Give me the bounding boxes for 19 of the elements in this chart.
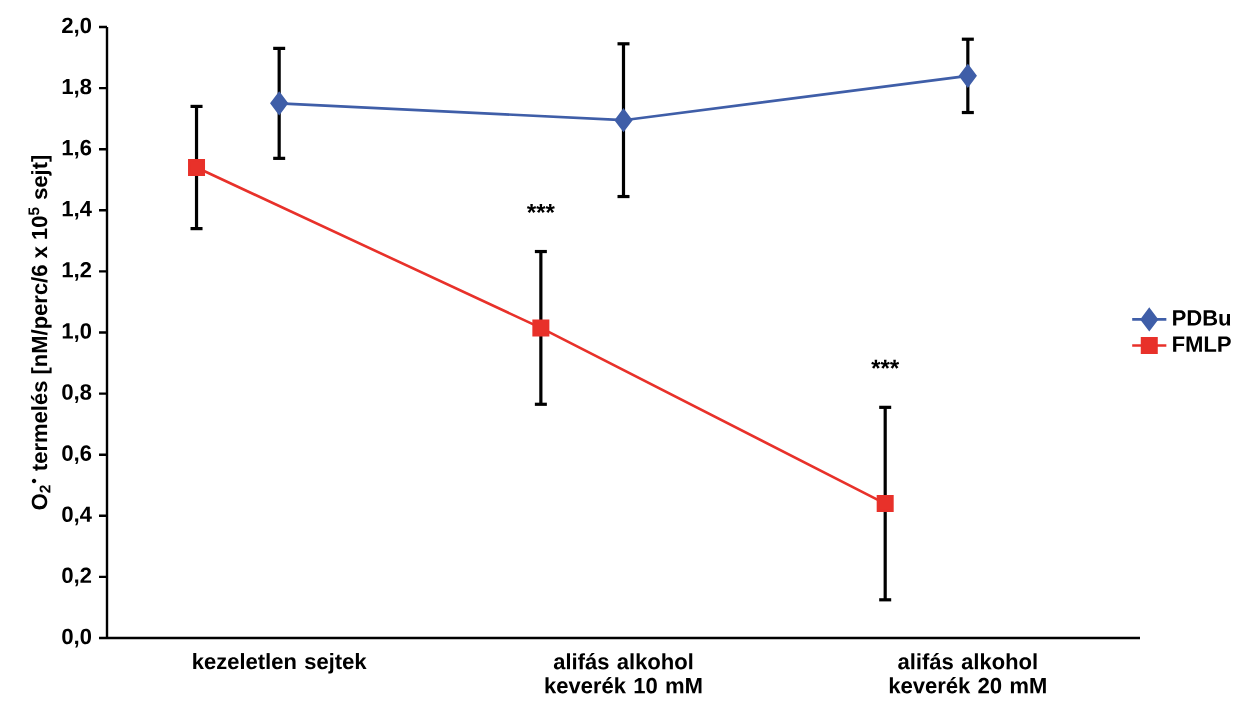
y-tick-label: 1,0 [62, 323, 92, 342]
y-tick-label: 0,8 [62, 384, 92, 403]
y-tick-label: 0,0 [62, 628, 92, 648]
x-tick-label: kezeletlen sejtek [193, 653, 367, 674]
annotation: *** [871, 359, 900, 369]
y-tick-label: 0,6 [62, 445, 92, 465]
y-tick-label: 1,6 [62, 139, 92, 159]
x-tick-label: alifás alkohol keverék 10 mM [545, 653, 702, 694]
y-tick-label: 1,8 [62, 78, 92, 98]
legend-label: FMLP [1173, 336, 1231, 352]
y-tick-label: 0,2 [62, 567, 92, 587]
y-tick-label: 1,2 [62, 262, 92, 281]
y-axis-title: O$_{2}$$^{•}$ termelés [nM/perc/6 x 10$^{5}$ sejt] [28, 155, 52, 510]
x-tick-label: alifás alkohol keverék 20 mM [889, 653, 1046, 694]
y-tick-label: 0,4 [62, 506, 92, 526]
annotation: *** [526, 203, 555, 213]
legend-label: PDBu [1173, 310, 1231, 326]
y-tick-label: 2,0 [62, 17, 92, 37]
y-tick-label: 1,4 [62, 201, 92, 220]
